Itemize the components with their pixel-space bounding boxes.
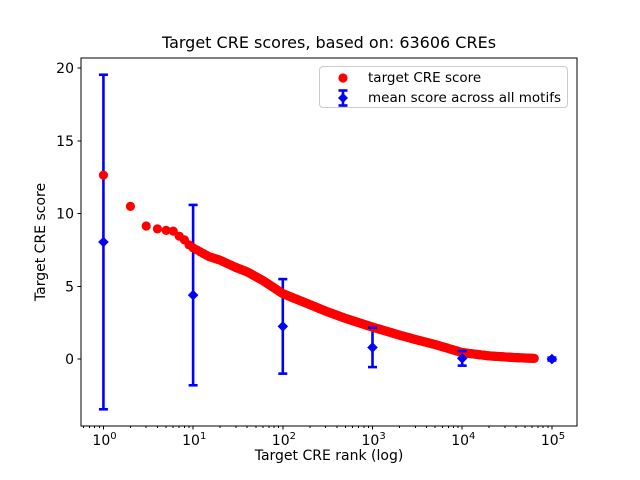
mean-diamond-marker bbox=[456, 353, 468, 364]
legend-label: mean score across all motifs bbox=[368, 90, 562, 106]
x-tick-label: 104 bbox=[451, 431, 475, 449]
red-scatter-point bbox=[152, 224, 163, 234]
y-tick-label: 20 bbox=[56, 61, 74, 77]
red-scatter-point bbox=[125, 201, 136, 211]
target-score-series bbox=[98, 170, 539, 363]
axis-ticks: 0 5 10 15 20 100 101 102 103 104 105 bbox=[56, 61, 565, 449]
mean-diamond-marker bbox=[187, 289, 199, 301]
y-axis-label: Target CRE score bbox=[33, 182, 49, 302]
red-scatter-point bbox=[141, 221, 151, 231]
red-scatter-point bbox=[161, 225, 171, 235]
red-scatter-point bbox=[168, 226, 178, 236]
legend-entry-target-score: target CRE score bbox=[320, 68, 567, 88]
red-scatter-point bbox=[98, 170, 109, 180]
legend-errorbar-icon bbox=[338, 89, 348, 107]
x-tick-label: 105 bbox=[541, 431, 565, 449]
y-tick-label: 15 bbox=[56, 134, 74, 150]
x-tick-label: 102 bbox=[272, 431, 296, 449]
mean-diamond-marker bbox=[277, 321, 289, 332]
x-tick-label: 103 bbox=[362, 431, 386, 449]
chart-title: Target CRE scores, based on: 63606 CREs bbox=[161, 33, 497, 52]
red-scatter-point bbox=[529, 353, 539, 363]
mean-diamond-marker bbox=[546, 353, 558, 365]
mean-diamond-marker bbox=[98, 236, 109, 248]
axes-frame bbox=[80, 57, 578, 427]
y-tick-label: 10 bbox=[56, 207, 74, 223]
y-tick-label: 0 bbox=[65, 352, 74, 368]
legend: target CRE score mean score across all m… bbox=[319, 66, 568, 108]
y-tick-label: 5 bbox=[65, 279, 74, 295]
legend-dot-icon bbox=[338, 73, 348, 83]
mean-score-series bbox=[98, 73, 558, 411]
x-tick-label: 101 bbox=[182, 431, 206, 449]
legend-label: target CRE score bbox=[368, 70, 482, 86]
mean-diamond-marker bbox=[367, 342, 378, 353]
x-axis-label: Target CRE rank (log) bbox=[254, 448, 404, 464]
x-tick-label: 100 bbox=[92, 431, 116, 449]
legend-entry-mean-score: mean score across all motifs bbox=[320, 88, 567, 108]
